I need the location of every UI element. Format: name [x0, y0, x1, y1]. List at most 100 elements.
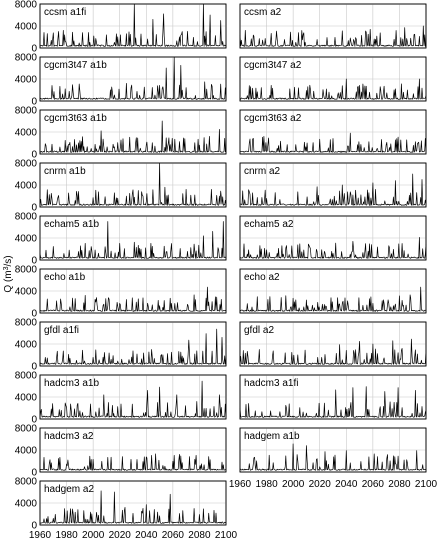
- panel-border: [239, 427, 427, 473]
- y-tick-label: 4000: [15, 499, 38, 510]
- series-line: [39, 3, 227, 47]
- panel-border: [239, 56, 427, 102]
- y-tick-label: 0: [31, 150, 37, 161]
- panel-cnrm-a2: cnrm a2: [239, 162, 427, 208]
- y-tick-label: 8000: [15, 0, 38, 11]
- panel-border: [39, 109, 227, 155]
- panel-cgcm3t47-a2: cgcm3t47 a2: [239, 56, 427, 102]
- panel-title: ccsm a2: [244, 7, 282, 18]
- x-tick-label: 2080: [188, 530, 211, 541]
- panel-ccsm-a2: ccsm a2: [239, 3, 427, 49]
- series-line: [239, 286, 427, 312]
- x-tick-label: 2020: [109, 530, 132, 541]
- panel-border: [39, 56, 227, 102]
- y-axis-label-main: Q (m: [3, 270, 14, 292]
- panel-title: cnrm a2: [244, 166, 281, 177]
- x-tick-label: 2040: [135, 530, 158, 541]
- series-line: [239, 443, 427, 471]
- panel-echam5-a1b: echam5 a1b 0 4000 8000: [15, 212, 227, 267]
- panel-border: [39, 374, 227, 420]
- series-line: [39, 57, 227, 100]
- y-tick-label: 0: [31, 468, 37, 479]
- y-tick-label: 8000: [15, 477, 38, 488]
- y-tick-label: 0: [31, 97, 37, 108]
- panel-echo-a1b: echo a1b 0 4000 8000: [15, 265, 227, 320]
- x-tick-label: 2060: [362, 479, 385, 490]
- panel-hadgem-a1b: hadgem a1b: [239, 427, 427, 473]
- panel-grid: ccsm a1fi 0 4000 8000 ccsm a2 cgcm3t47 a1b 0 40…: [15, 0, 438, 541]
- series-line: [39, 453, 227, 471]
- x-tick-label: 2000: [82, 530, 105, 541]
- x-tick-label: 1960: [229, 479, 252, 490]
- series-line: [39, 221, 227, 259]
- panel-border: [39, 321, 227, 367]
- y-tick-label: 4000: [15, 287, 38, 298]
- panel-title: cgcm3t63 a1b: [44, 113, 107, 124]
- y-tick-label: 8000: [15, 212, 38, 223]
- panel-title: hadcm3 a2: [44, 431, 94, 442]
- panel-border: [239, 215, 427, 261]
- y-tick-label: 0: [31, 256, 37, 267]
- panel-title: hadcm3 a1fi: [244, 378, 298, 389]
- panel-title: echam5 a2: [244, 219, 294, 230]
- y-tick-label: 8000: [15, 106, 38, 117]
- y-tick-label: 0: [31, 44, 37, 55]
- series-line: [239, 25, 427, 47]
- y-tick-label: 8000: [15, 424, 38, 435]
- panel-hadcm3-a1fi: hadcm3 a1fi: [239, 374, 427, 420]
- panel-title: cgcm3t47 a2: [244, 60, 302, 71]
- series-line: [39, 120, 227, 153]
- panel-echam5-a2: echam5 a2: [239, 215, 427, 261]
- series-line: [39, 286, 227, 312]
- panel-border: [39, 162, 227, 208]
- y-axis-label-tail: /s): [3, 255, 14, 266]
- panel-border: [39, 215, 227, 261]
- series-line: [39, 162, 227, 206]
- panel-hadgem-a2: hadgem a2 0 4000 8000: [15, 477, 227, 532]
- x-tick-label: 1980: [55, 530, 78, 541]
- y-tick-label: 4000: [15, 22, 38, 33]
- panel-border: [39, 480, 227, 526]
- panel-border: [39, 268, 227, 314]
- y-tick-label: 4000: [15, 446, 38, 457]
- panel-title: cnrm a1b: [44, 166, 86, 177]
- panel-title: cgcm3t63 a2: [244, 113, 302, 124]
- series-line: [239, 132, 427, 153]
- panel-border: [239, 268, 427, 314]
- panel-title: hadgem a2: [44, 484, 94, 495]
- panel-cnrm-a1b: cnrm a1b 0 4000 8000: [15, 159, 227, 214]
- x-tick-label: 2100: [215, 530, 238, 541]
- y-tick-label: 0: [31, 415, 37, 426]
- panel-border: [239, 162, 427, 208]
- panel-title: cgcm3t47 a1b: [44, 60, 107, 71]
- x-tick-label: 2100: [415, 479, 438, 490]
- panel-border: [239, 321, 427, 367]
- y-tick-label: 8000: [15, 53, 38, 64]
- y-tick-label: 8000: [15, 371, 38, 382]
- panel-border: [39, 427, 227, 473]
- series-line: [39, 380, 227, 418]
- panel-title: echo a2: [244, 272, 280, 283]
- panel-title: hadcm3 a1b: [44, 378, 99, 389]
- series-line: [239, 386, 427, 418]
- y-tick-label: 0: [31, 309, 37, 320]
- y-tick-label: 0: [31, 521, 37, 532]
- y-axis-label-superscript: 3: [3, 266, 10, 270]
- y-tick-label: 4000: [15, 340, 38, 351]
- x-tick-label: 2060: [162, 530, 185, 541]
- panel-title: ccsm a1fi: [44, 7, 86, 18]
- panel-border: [239, 374, 427, 420]
- x-tick-label: 2000: [282, 479, 305, 490]
- series-line: [239, 78, 427, 100]
- x-tick-label: 1980: [255, 479, 278, 490]
- panel-border: [239, 3, 427, 49]
- y-tick-label: 4000: [15, 75, 38, 86]
- y-tick-label: 4000: [15, 393, 38, 404]
- series-line: [39, 490, 227, 524]
- panel-gfdl-a1fi: gfdl a1fi 0 4000 8000: [15, 318, 227, 373]
- series-line: [39, 328, 227, 365]
- panel-cgcm3t47-a1b: cgcm3t47 a1b 0 4000 8000: [15, 53, 227, 108]
- y-tick-label: 4000: [15, 181, 38, 192]
- y-tick-label: 8000: [15, 265, 38, 276]
